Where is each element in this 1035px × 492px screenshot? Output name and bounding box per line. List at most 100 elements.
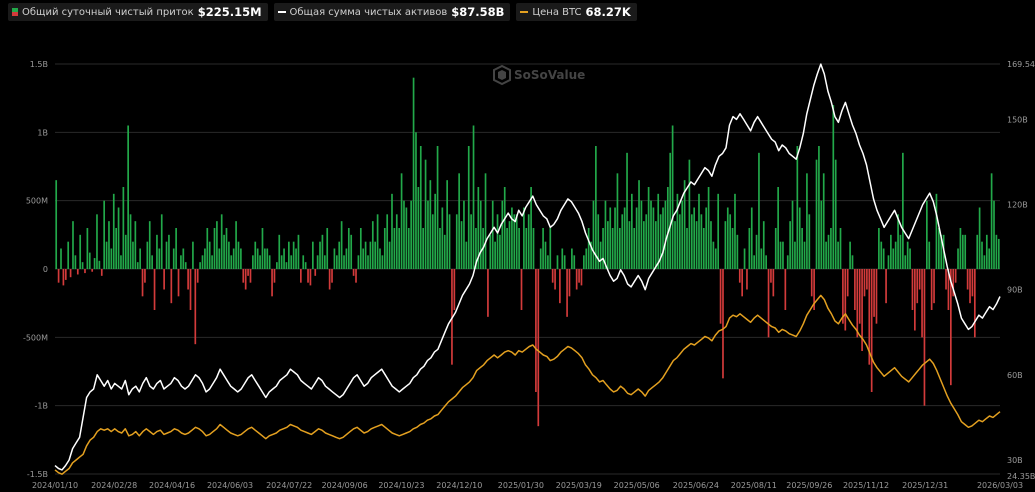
flow-bar [292, 241, 295, 269]
flow-bar [664, 200, 667, 269]
flow-bar [837, 241, 839, 269]
flow-bar [885, 269, 887, 304]
flow-bar [858, 269, 861, 324]
flow-bar [405, 207, 408, 269]
flow-bar [537, 269, 540, 427]
flow-bar [686, 228, 688, 269]
flow-bar [938, 228, 940, 269]
y-right-tick-label: 150B [1007, 115, 1028, 124]
flow-bar [568, 269, 571, 297]
flow-bar [261, 228, 264, 269]
flow-bar [194, 269, 197, 345]
flow-bar [633, 228, 636, 269]
flow-bar [400, 173, 403, 269]
flow-bar [72, 221, 74, 269]
y-left-tick-label: 500M [26, 197, 48, 206]
flow-bar [124, 234, 127, 269]
flow-bar [597, 214, 600, 269]
flow-bar [583, 255, 585, 269]
flow-bar [890, 234, 892, 269]
flow-bar [165, 241, 168, 269]
legend-item-flow[interactable]: Общий суточный чистый приток $225.15M [8, 3, 268, 21]
flow-bar [127, 125, 129, 269]
flow-bar [494, 241, 496, 269]
x-tick-label: 2025/05/06 [614, 481, 660, 490]
y-left-tick-label: 0 [43, 265, 48, 274]
flow-bar [657, 193, 660, 269]
flow-bar [74, 255, 77, 269]
flow-bar [878, 228, 880, 269]
flow-bar [91, 269, 94, 272]
flow-bar [213, 228, 216, 269]
flow-bar [590, 241, 592, 269]
flow-bar [331, 269, 333, 283]
flow-bar [897, 214, 899, 269]
x-tick-label: 2024/02/28 [91, 481, 137, 490]
flow-bar [652, 207, 655, 269]
flow-bar [55, 180, 58, 269]
flow-bar [861, 269, 863, 351]
flow-bar [470, 214, 472, 269]
flow-bar [427, 200, 429, 269]
legend-item-assets[interactable]: Общая сумма чистых активов $87.58B [273, 3, 511, 21]
flow-bar [794, 241, 796, 269]
flow-bar [403, 200, 405, 269]
flow-bar [371, 221, 374, 269]
flow-bar [539, 248, 542, 269]
flow-bar [729, 214, 732, 269]
flow-bar [328, 269, 331, 290]
flow-bar [935, 193, 938, 269]
flow-swatch-icon [12, 8, 18, 16]
flow-bar [923, 269, 926, 406]
x-tick-label: 2024/09/06 [322, 481, 368, 490]
flow-bar [146, 241, 149, 269]
flow-bar [359, 228, 362, 269]
flow-bar [834, 159, 837, 269]
flow-bar [266, 248, 269, 269]
flow-bar [738, 269, 741, 283]
flow-bar [575, 269, 578, 290]
flow-swatch-negative [12, 12, 18, 16]
y-left-tick-label: -1B [35, 402, 48, 411]
flow-bar [419, 146, 422, 269]
flow-bar [355, 269, 357, 283]
flow-bar [518, 228, 520, 269]
flow-bar [345, 248, 348, 269]
flow-bar [383, 228, 386, 269]
grid [55, 63, 1000, 475]
flow-bar [386, 214, 389, 269]
flow-bar [335, 255, 338, 269]
flow-bar [177, 269, 180, 297]
flow-bar [535, 269, 537, 392]
x-tick-label: 2024/07/22 [266, 481, 312, 490]
flow-bar [439, 228, 441, 269]
flow-bar [825, 241, 827, 269]
x-tick-label: 2024/12/10 [436, 481, 482, 490]
flow-bar [650, 200, 652, 269]
flow-bar [506, 228, 508, 269]
flow-bar [393, 228, 396, 269]
flow-bar [446, 180, 448, 269]
legend-item-btc[interactable]: Цена BTC 68.27K [516, 3, 637, 21]
flow-bar [288, 241, 290, 269]
flow-bar [988, 248, 991, 269]
flow-bar [642, 221, 645, 269]
flow-bar [98, 260, 101, 269]
flow-bar [559, 269, 561, 304]
flow-bar [391, 193, 393, 269]
flow-bar [148, 221, 151, 269]
watermark-text: SoSoValue [514, 68, 585, 82]
flow-bar [914, 269, 916, 331]
flow-bar [770, 269, 772, 283]
flow-bar [746, 269, 748, 290]
flow-bar [110, 248, 113, 269]
flow-bar [736, 234, 739, 269]
flow-bar [750, 207, 753, 269]
flow-bar [297, 234, 300, 269]
flow-bar [614, 207, 616, 269]
flow-bar [189, 269, 192, 310]
flow-bar [436, 146, 439, 269]
flow-bar [645, 214, 648, 269]
flow-bar [700, 214, 703, 269]
